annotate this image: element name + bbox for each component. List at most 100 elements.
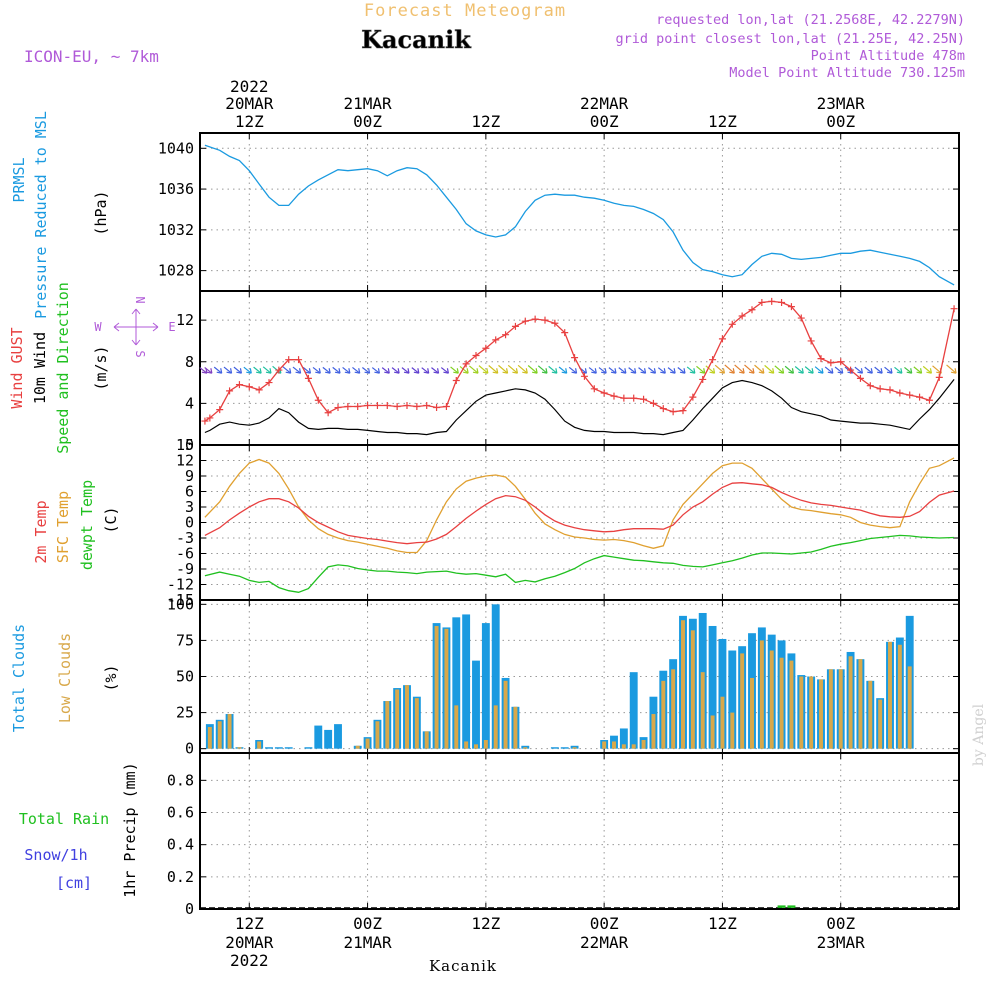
wind-direction-arrow [498,364,508,374]
wind-direction-arrow [302,366,311,374]
wind-gust-marker [265,379,273,387]
wind-direction-arrow [705,365,715,374]
wind-arrow-head [413,368,420,374]
wind-arrow-head [630,368,637,374]
wind-arrow-head [472,368,479,374]
top-axis-hour-label: 00Z [353,112,382,131]
wind-direction-arrow [784,365,794,374]
y-tick-label: 6 [185,483,194,501]
wind-gust-marker [334,404,342,412]
wind-direction-arrow [754,364,765,374]
low-cloud-bar [621,744,626,749]
wind-arrow-head [265,368,272,374]
total-cloud-bar [481,623,490,749]
wind-gust-marker [373,401,381,409]
wind-unit: (m/s) [92,345,110,390]
low-cloud-bar [493,705,498,749]
wind-gust-marker [758,298,766,306]
top-axis-hour-label: 12Z [471,112,500,131]
wind-direction-arrow [618,367,627,374]
y-tick-label: 0 [185,740,194,758]
low-cloud-bar [720,696,725,749]
wind-gust-marker [689,393,697,401]
low-cloud-bar [513,706,518,749]
wind-arrow-head [236,368,243,374]
y-tick-label: 1028 [158,262,194,280]
wind-gust-marker [275,366,283,374]
wind-gust-marker [206,414,214,422]
total-cloud-bar [619,728,628,749]
wind-direction-arrow [913,366,922,374]
wind-direction-arrow [834,366,844,374]
wind-arrow-head [532,368,538,374]
wind-arrow-head [739,368,745,374]
wind-gust-marker [511,322,519,330]
wind-arrow-head [778,368,785,374]
wind-direction-arrow [342,366,351,374]
wind-arrow-head [689,368,696,374]
low-cloud-bar [503,680,508,749]
y-tick-label: 0.2 [167,868,194,886]
wind-arrow-head [768,368,775,374]
wind-direction-arrow [854,366,863,374]
y-tick-label: 0 [185,436,194,454]
low-cloud-bar [671,669,676,749]
credit-watermark: by Angel [971,703,987,766]
wind-direction-arrow [507,364,518,374]
low-cloud-bar [730,712,735,749]
wind-direction-arrow [262,366,272,374]
wind-gust-marker [768,297,776,305]
wind-arrow-head [354,368,361,374]
wind-arrow-head [285,368,292,374]
wind-arrow-head [512,368,519,374]
wind-gust-marker [383,401,391,409]
y-tick-label: 0.4 [167,836,194,854]
wind-direction-arrow [431,367,439,374]
wind-gust-marker [472,352,480,360]
wind-direction-arrow [332,366,341,374]
wind-arrow-head [808,368,814,374]
wind-direction-arrow [352,366,361,374]
bottom-axis-hour-label: 12Z [235,914,264,933]
wind-ylabel-wind: 10m Wind [31,332,49,404]
temp-ylabel-sfc: SFC Temp [54,491,72,563]
low-cloud-bar [454,705,459,749]
low-cloud-bar [207,727,212,749]
wind-gust-marker [442,403,450,410]
low-cloud-bar [227,714,232,749]
clouds-ylabel-total: Total Clouds [10,624,28,732]
wind-gust-marker [807,337,815,345]
y-tick-label: -3 [176,529,194,547]
wind-arrow-head [226,368,233,374]
wind-arrow-head [748,368,755,374]
wind-arrow-head [492,368,499,374]
y-tick-label: 0.6 [167,804,194,822]
y-tick-label: 0 [185,514,194,532]
low-cloud-bar [641,740,646,749]
wind-direction-arrow [440,367,449,374]
bottom-axis-hour-label: 12Z [708,914,737,933]
total-cloud-bar [452,617,461,749]
top-axis-hour-label: 12Z [708,112,737,131]
wind-direction-arrow [598,367,607,374]
low-cloud-bar [779,657,784,749]
wind-direction-arrow [292,366,301,374]
total-cloud-bar [472,660,480,749]
top-axis-date-label: 23MAR [817,94,866,113]
pressure-ylabel-1: PRMSL [10,157,28,202]
pressure-panel: 1028 1032 1036 1040 [158,132,960,292]
precip-label-cm: [cm] [56,874,92,892]
low-cloud-bar [828,669,833,749]
wind-direction-arrow [421,367,430,374]
total-cloud-bar [629,672,638,749]
wind-arrow-head [561,368,568,374]
low-cloud-bar [661,680,666,749]
wind-direction-arrow [282,366,292,374]
wind-direction-arrow [401,367,410,374]
wind-arrow-head [670,368,676,374]
wind-gust-marker [876,385,884,393]
wind-direction-arrow [391,367,400,374]
wind-arrow-head [315,368,321,374]
model-altitude: Model Point Altitude 730.125m [729,65,965,81]
low-cloud-bar [464,741,469,749]
